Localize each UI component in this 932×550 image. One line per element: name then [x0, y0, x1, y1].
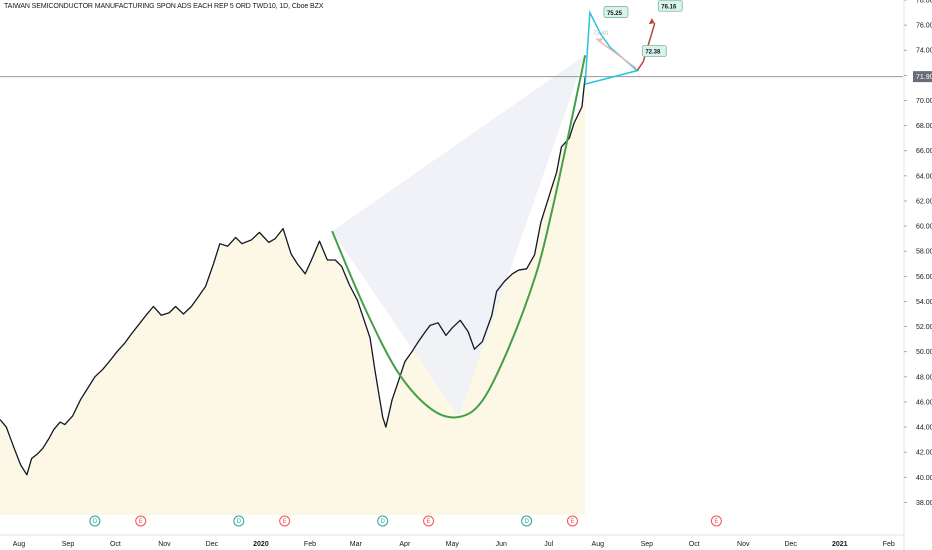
dividend-badge[interactable]: D [233, 515, 245, 527]
x-tick-label: Aug [13, 541, 26, 548]
y-tick-label: 64.00 [916, 173, 932, 180]
label-proj-low[interactable]: 72.38 [641, 45, 667, 57]
x-tick-label: 2021 [832, 541, 848, 548]
event-badge-circle [710, 515, 722, 527]
event-badge-text: E [570, 519, 574, 525]
event-badge-circle [135, 515, 147, 527]
y-tick-label: 38.00 [916, 500, 932, 507]
y-tick-label: 62.00 [916, 198, 932, 205]
event-badge-text: D [381, 519, 386, 525]
y-tick-label: 54.00 [916, 299, 932, 306]
drawing-layer[interactable]: 75.25 76.16 72.38 73.40 [331, 0, 683, 419]
y-tick-label: 44.00 [916, 425, 932, 432]
last-price-badge-bg [913, 71, 932, 83]
pink-arrow-line[interactable] [595, 38, 637, 69]
x-tick-label: Sep [641, 541, 654, 548]
background-layer [0, 55, 903, 515]
y-tick-label: 70.00 [916, 98, 932, 105]
event-badge-circle [423, 515, 435, 527]
last-price-badge-text: 71.90 [916, 74, 932, 81]
label-target-high-box [657, 0, 683, 12]
x-tick-label: Dec [784, 541, 797, 548]
label-proj-low-text: 72.38 [645, 50, 661, 56]
earnings-badge[interactable]: E [423, 515, 435, 527]
y-tick-label: 60.00 [916, 224, 932, 231]
label-proj-mid: 73.40 [593, 31, 609, 37]
event-badge-circle [233, 515, 245, 527]
label-proj-high[interactable]: 75.25 [603, 6, 629, 18]
event-badge-text: E [714, 519, 718, 525]
last-price-badge: 71.90 [913, 71, 932, 83]
x-tick-label: Feb [883, 541, 895, 548]
price-layer [0, 76, 586, 476]
x-tick-label: Dec [206, 541, 219, 548]
x-tick-label: Apr [399, 541, 411, 548]
event-badge-circle [566, 515, 578, 527]
y-tick-label: 42.00 [916, 450, 932, 457]
y-tick-label: 58.00 [916, 249, 932, 256]
y-tick-label: 76.00 [916, 23, 932, 30]
price-area-fill [0, 76, 586, 515]
y-tick-label: 78.00 [916, 0, 932, 5]
earnings-badge[interactable]: E [135, 515, 147, 527]
dividend-badge[interactable]: D [377, 515, 389, 527]
label-proj-low-box [641, 45, 667, 57]
earnings-badge[interactable]: E [279, 515, 291, 527]
x-tick-label: May [446, 541, 460, 548]
x-tick-label: 2020 [253, 541, 269, 548]
label-proj-high-box [603, 6, 629, 18]
y-tick-label: 56.00 [916, 274, 932, 281]
chart-title: TAIWAN SEMICONDUCTOR MANUFACTURING SPON … [4, 3, 324, 10]
x-tick-label: Jul [544, 541, 553, 548]
y-tick-label: 46.00 [916, 399, 932, 406]
dividend-badge[interactable]: D [521, 515, 533, 527]
x-tick-label: Aug [592, 541, 605, 548]
y-tick-label: 74.00 [916, 48, 932, 55]
event-badge-circle [521, 515, 533, 527]
pink-arrow-head [596, 37, 604, 43]
x-tick-label: Nov [158, 541, 171, 548]
dividend-badge[interactable]: D [89, 515, 101, 527]
target-arrow-line[interactable] [636, 22, 656, 72]
x-tick-label: Jun [496, 541, 507, 548]
pattern-shade [332, 55, 586, 418]
projection-shape[interactable] [584, 9, 639, 85]
event-badge-text: D [93, 519, 98, 525]
event-badge-text: D [524, 519, 529, 525]
x-tick-label: Oct [110, 541, 121, 548]
x-tick-label: Nov [737, 541, 750, 548]
event-badge-text: E [139, 519, 143, 525]
earnings-badge[interactable]: E [710, 515, 722, 527]
label-target-high[interactable]: 76.16 [657, 0, 683, 12]
event-badge-text: E [427, 519, 431, 525]
price-series-line [0, 76, 586, 476]
event-badge-circle [377, 515, 389, 527]
label-proj-high-text: 75.25 [607, 11, 623, 17]
event-badge-circle [89, 515, 101, 527]
target-arrow-head [648, 18, 655, 25]
x-tick-label: Mar [350, 541, 363, 548]
x-tick-label: Feb [304, 541, 316, 548]
cup-pattern-curve[interactable] [331, 55, 587, 419]
y-tick-label: 52.00 [916, 324, 932, 331]
y-tick-label: 68.00 [916, 123, 932, 130]
earnings-badge[interactable]: E [566, 515, 578, 527]
y-tick-label: 40.00 [916, 475, 932, 482]
y-tick-label: 50.00 [916, 349, 932, 356]
x-tick-label: Sep [62, 541, 75, 548]
event-badge-text: E [283, 519, 287, 525]
y-tick-label: 48.00 [916, 374, 932, 381]
event-badge-text: D [237, 519, 242, 525]
event-badge-circle [279, 515, 291, 527]
label-target-high-text: 76.16 [661, 4, 677, 10]
x-tick-label: Oct [689, 541, 700, 548]
y-tick-label: 66.00 [916, 148, 932, 155]
